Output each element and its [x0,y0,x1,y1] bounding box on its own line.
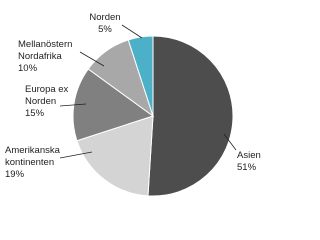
leader-line [223,133,237,151]
value-label: 5% [98,24,112,35]
value-label: 19% [5,169,25,180]
slice-label: Europa ex Norden [25,84,69,107]
leader-line [121,24,143,39]
label-line: Mellanöstern [18,39,72,50]
label-line: Amerikanska [5,145,61,156]
leader-line [59,151,93,159]
pie-slice [72,68,155,142]
label-line: kontinenten [5,157,54,168]
pie-slice [76,115,154,197]
label-line: Asien [237,150,261,161]
slice-label: Norden [89,12,120,23]
value-label: 15% [25,108,45,119]
label-line: Norden [25,96,56,107]
pie-slice [147,35,234,197]
label-line: Europa ex [25,84,69,95]
leader-line [59,103,87,107]
label-line: Nordafrika [18,51,63,62]
slice-label: Mellanöstern Nordafrika [18,39,72,62]
value-label: 51% [237,162,257,173]
slice-label: Asien [237,150,261,161]
leader-line [79,51,105,67]
slice-label: Amerikanska kontinenten [5,145,61,168]
label-line: Norden [89,12,120,23]
value-label: 10% [18,63,38,74]
